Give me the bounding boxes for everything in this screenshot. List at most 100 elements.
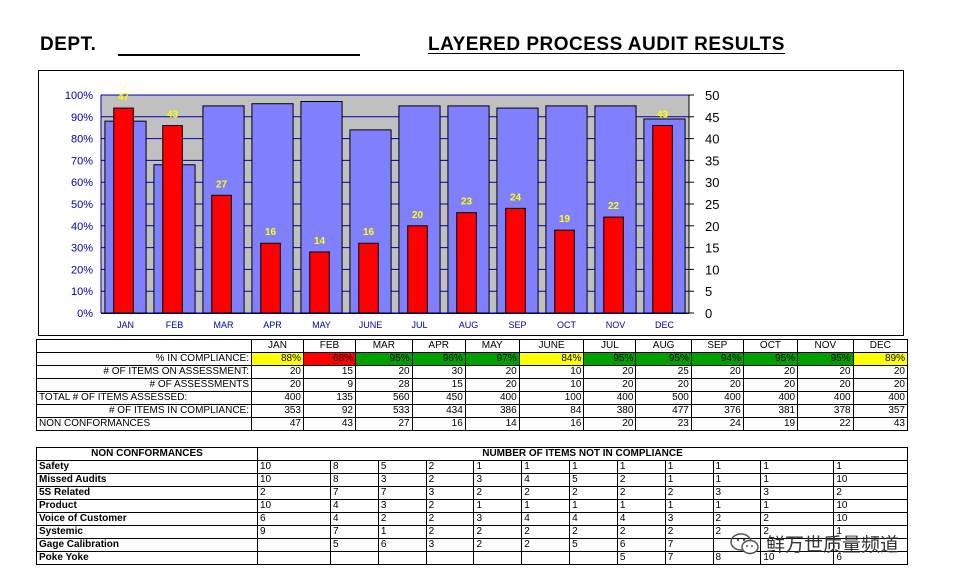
y-right-tick-label: 30 [705, 175, 719, 190]
y-right-tick-label: 45 [705, 110, 719, 125]
y-left-tick-label: 50% [71, 199, 93, 211]
y-right-tick-label: 0 [705, 306, 712, 321]
stats-cell: 94% [690, 352, 744, 366]
stats-cell: 20 [852, 365, 909, 379]
y-left-tick-label: 20% [71, 264, 93, 276]
stats-cell: 400 [583, 391, 637, 405]
compliance-bar [594, 105, 637, 314]
stats-cell: 10 [518, 378, 585, 392]
stats-cell: 20 [742, 365, 799, 379]
nc-cell: 4 [330, 499, 379, 513]
nc-row: Safety 10 8 5 2 1 1 1 1 1 1 1 1 [36, 460, 908, 474]
nc-cell: 3 [712, 486, 762, 500]
stats-cell: 84 [518, 404, 585, 418]
nc-row: Voice of Customer 6 4 2 2 3 4 4 4 3 2 2 10 [36, 512, 908, 526]
nc-cell: 2 [425, 499, 475, 513]
nonconformance-data-label: 47 [118, 92, 130, 103]
y-left-tick-label: 40% [71, 221, 93, 233]
nc-cell: 1 [616, 460, 666, 474]
nc-cell: 2 [664, 486, 714, 500]
nc-category: Voice of Customer [36, 512, 258, 526]
nc-cell: 10 [760, 551, 835, 565]
nonconformance-bar [456, 212, 477, 314]
nc-category: Gage Calibration [36, 538, 258, 552]
nc-cell: 2 [377, 512, 427, 526]
stats-cell: 89% [852, 352, 909, 366]
stats-row-label: NON CONFORMANCES [36, 417, 252, 431]
nc-category: Product [36, 499, 258, 513]
nc-cell: 2 [833, 486, 908, 500]
nc-cell: 1 [473, 499, 523, 513]
stats-cell: 19 [742, 417, 799, 431]
stats-cell: 88% [251, 352, 304, 366]
nonconformance-bar [162, 125, 183, 314]
x-tick-label: AUG [459, 320, 479, 330]
nc-cell: 8 [330, 473, 379, 487]
stats-cell: 400 [690, 391, 744, 405]
nc-cell: 2 [569, 525, 618, 539]
y-left-tick-label: 90% [71, 112, 93, 124]
stats-cell: 357 [852, 404, 909, 418]
stats-cell: 20 [690, 365, 744, 379]
stats-cell: 43 [852, 417, 909, 431]
nonconformance-bar [358, 242, 379, 314]
stats-cell: 25 [635, 365, 692, 379]
nonconformances-table: NON CONFORMANCES NUMBER OF ITEMS NOT IN C… [36, 447, 908, 565]
month-header: JUNE [518, 339, 585, 353]
nc-cell: 1 [712, 499, 762, 513]
stats-cell: 353 [251, 404, 304, 418]
stats-cell: 95% [635, 352, 692, 366]
nc-cell: 10 [833, 499, 908, 513]
nc-category: Safety [36, 460, 258, 474]
stats-cell: 400 [742, 391, 799, 405]
nc-category: Poke Yoke [36, 551, 258, 565]
nonconformance-bar [260, 242, 281, 314]
nc-cell: 2 [256, 486, 332, 500]
stats-cell: 30 [411, 365, 466, 379]
nc-cell: 2 [569, 486, 618, 500]
stats-cell: 400 [464, 391, 520, 405]
stats-cell: 14 [464, 417, 520, 431]
nc-cell: 2 [760, 512, 835, 526]
stats-cell: 95% [797, 352, 854, 366]
nc-cell: 3 [664, 512, 714, 526]
nonconformance-data-label: 19 [559, 214, 571, 225]
nc-cell: 1 [377, 525, 427, 539]
x-tick-label: JAN [117, 320, 134, 330]
stats-cell: 477 [635, 404, 692, 418]
month-header: OCT [742, 339, 799, 353]
watermark: 鲜万世质量频道 [730, 530, 899, 557]
nc-cell: 10 [833, 473, 908, 487]
nc-category: Missed Audits [36, 473, 258, 487]
nc-cell: 3 [377, 499, 427, 513]
nc-cell: 2 [521, 538, 571, 552]
nc-cell: 1 [833, 460, 908, 474]
nc-cell: 3 [377, 473, 427, 487]
stats-cell: 20 [464, 378, 520, 392]
nc-cell: 6 [256, 512, 332, 526]
stats-cell: 23 [635, 417, 692, 431]
nc-cell: 1 [760, 499, 835, 513]
stats-cell: 20 [583, 378, 637, 392]
stats-cell: 95% [355, 352, 413, 366]
nonconformance-data-label: 22 [608, 201, 620, 212]
stats-row-label: # OF ITEMS ON ASSESSMENT: [36, 365, 252, 379]
stats-cell: 15 [411, 378, 466, 392]
y-right-tick-label: 50 [705, 88, 719, 103]
x-tick-label: JUNE [359, 320, 383, 330]
nc-header-right: NUMBER OF ITEMS NOT IN COMPLIANCE [257, 447, 908, 461]
nc-cell: 5 [330, 538, 379, 552]
nc-row: Missed Audits 10 8 3 2 3 4 5 2 1 1 1 10 [36, 473, 908, 487]
stats-cell: 400 [251, 391, 304, 405]
stats-row: # OF ITEMS IN COMPLIANCE: 353 92 533 434 386 8… [36, 404, 909, 418]
nc-cell: 8 [330, 460, 379, 474]
stats-cell: 20 [742, 378, 799, 392]
nc-cell [473, 551, 523, 565]
stats-corner [36, 339, 252, 353]
nc-cell: 3 [473, 512, 523, 526]
stats-cell: 400 [852, 391, 909, 405]
y-left-tick-label: 70% [71, 155, 93, 167]
stats-cell: 15 [303, 365, 356, 379]
compliance-bar [349, 129, 392, 314]
y-right-tick-label: 5 [705, 284, 712, 299]
